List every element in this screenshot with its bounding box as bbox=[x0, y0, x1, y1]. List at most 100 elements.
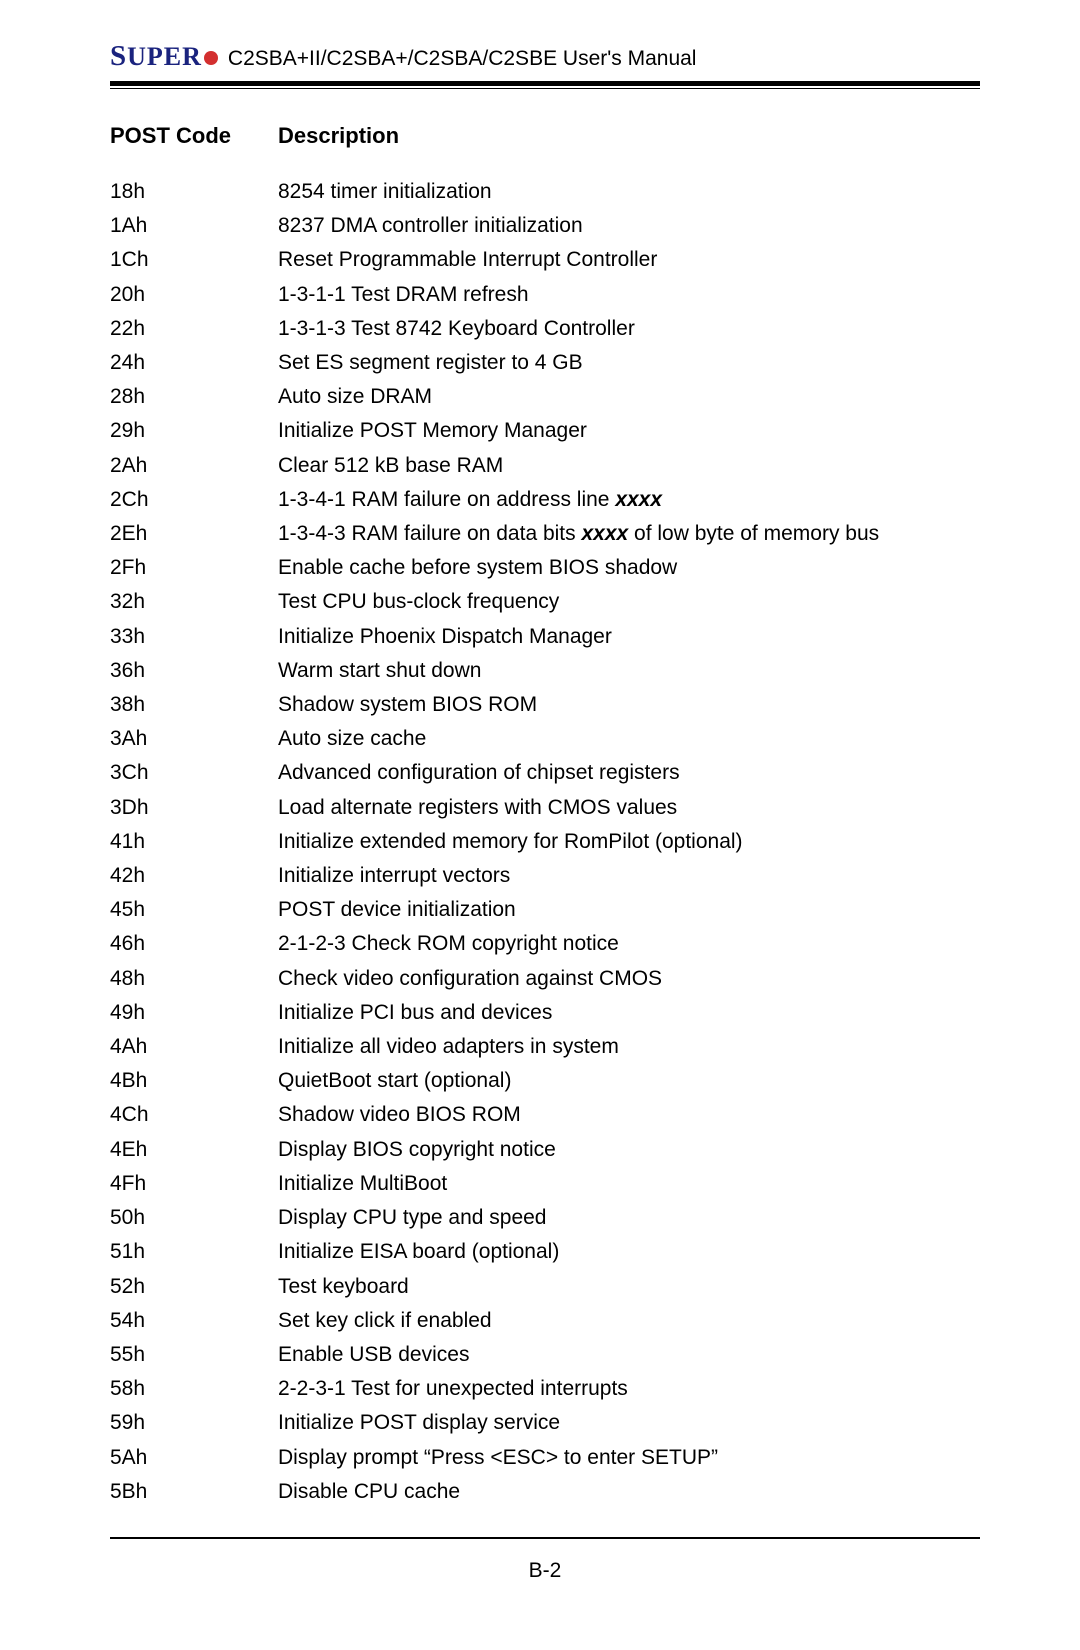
page-number: B-2 bbox=[110, 1559, 980, 1583]
post-code-cell: 2Eh bbox=[110, 517, 278, 551]
post-code-cell: 32h bbox=[110, 585, 278, 619]
xxxx-placeholder: xxxx bbox=[615, 488, 662, 511]
description-cell: Shadow video BIOS ROM bbox=[278, 1098, 980, 1132]
description-cell: Auto size cache bbox=[278, 722, 980, 756]
description-cell: 2-1-2-3 Check ROM copyright notice bbox=[278, 927, 980, 961]
description-cell: Warm start shut down bbox=[278, 654, 980, 688]
description-cell: Display BIOS copyright notice bbox=[278, 1133, 980, 1167]
table-row: 32hTest CPU bus-clock frequency bbox=[110, 585, 980, 619]
post-code-cell: 1Ah bbox=[110, 209, 278, 243]
description-cell: Enable USB devices bbox=[278, 1338, 980, 1372]
post-code-cell: 3Ah bbox=[110, 722, 278, 756]
table-row: 28hAuto size DRAM bbox=[110, 380, 980, 414]
description-cell: QuietBoot start (optional) bbox=[278, 1064, 980, 1098]
table-row: 41hInitialize extended memory for RomPil… bbox=[110, 825, 980, 859]
post-code-cell: 52h bbox=[110, 1270, 278, 1304]
post-code-cell: 55h bbox=[110, 1338, 278, 1372]
column-header-code: POST Code bbox=[110, 123, 278, 149]
table-row: 5AhDisplay prompt “Press <ESC> to enter … bbox=[110, 1441, 980, 1475]
table-row: 2Eh1-3-4-3 RAM failure on data bits xxxx… bbox=[110, 517, 980, 551]
post-code-cell: 4Eh bbox=[110, 1133, 278, 1167]
table-row: 2Ch1-3-4-1 RAM failure on address line x… bbox=[110, 483, 980, 517]
description-cell: Initialize Phoenix Dispatch Manager bbox=[278, 620, 980, 654]
post-code-table-body: 18h8254 timer initialization1Ah8237 DMA … bbox=[110, 175, 980, 1509]
description-cell: Display CPU type and speed bbox=[278, 1201, 980, 1235]
table-row: 1Ah8237 DMA controller initialization bbox=[110, 209, 980, 243]
table-row: 49hInitialize PCI bus and devices bbox=[110, 996, 980, 1030]
description-cell: Display prompt “Press <ESC> to enter SET… bbox=[278, 1441, 980, 1475]
post-code-cell: 18h bbox=[110, 175, 278, 209]
description-cell: Auto size DRAM bbox=[278, 380, 980, 414]
description-cell: Disable CPU cache bbox=[278, 1475, 980, 1509]
post-code-cell: 3Ch bbox=[110, 756, 278, 790]
description-cell: Initialize POST display service bbox=[278, 1406, 980, 1440]
post-code-cell: 2Fh bbox=[110, 551, 278, 585]
description-cell: 8254 timer initialization bbox=[278, 175, 980, 209]
post-code-cell: 51h bbox=[110, 1235, 278, 1269]
footer-rule bbox=[110, 1537, 980, 1539]
description-cell: Test CPU bus-clock frequency bbox=[278, 585, 980, 619]
table-row: 33hInitialize Phoenix Dispatch Manager bbox=[110, 620, 980, 654]
column-header-desc: Description bbox=[278, 123, 980, 149]
table-row: 4ChShadow video BIOS ROM bbox=[110, 1098, 980, 1132]
post-code-cell: 4Bh bbox=[110, 1064, 278, 1098]
table-row: 2FhEnable cache before system BIOS shado… bbox=[110, 551, 980, 585]
description-cell: Set ES segment register to 4 GB bbox=[278, 346, 980, 380]
post-code-cell: 49h bbox=[110, 996, 278, 1030]
post-code-cell: 4Fh bbox=[110, 1167, 278, 1201]
table-row: 4FhInitialize MultiBoot bbox=[110, 1167, 980, 1201]
description-cell: Reset Programmable Interrupt Controller bbox=[278, 243, 980, 277]
table-row: 4BhQuietBoot start (optional) bbox=[110, 1064, 980, 1098]
description-cell: Initialize interrupt vectors bbox=[278, 859, 980, 893]
post-code-cell: 42h bbox=[110, 859, 278, 893]
table-row: 50hDisplay CPU type and speed bbox=[110, 1201, 980, 1235]
description-cell: 2-2-3-1 Test for unexpected interrupts bbox=[278, 1372, 980, 1406]
post-code-cell: 33h bbox=[110, 620, 278, 654]
table-row: 38hShadow system BIOS ROM bbox=[110, 688, 980, 722]
table-row: 3DhLoad alternate registers with CMOS va… bbox=[110, 791, 980, 825]
post-code-cell: 24h bbox=[110, 346, 278, 380]
post-code-cell: 59h bbox=[110, 1406, 278, 1440]
table-row: 52hTest keyboard bbox=[110, 1270, 980, 1304]
post-code-cell: 45h bbox=[110, 893, 278, 927]
table-row: 5BhDisable CPU cache bbox=[110, 1475, 980, 1509]
description-cell: 1-3-4-1 RAM failure on address line xxxx bbox=[278, 483, 980, 517]
table-row: 3ChAdvanced configuration of chipset reg… bbox=[110, 756, 980, 790]
post-code-cell: 58h bbox=[110, 1372, 278, 1406]
description-cell: 1-3-1-1 Test DRAM refresh bbox=[278, 278, 980, 312]
table-row: 1ChReset Programmable Interrupt Controll… bbox=[110, 243, 980, 277]
description-cell: POST device initialization bbox=[278, 893, 980, 927]
brand-logo: SUPER bbox=[110, 40, 218, 73]
post-code-cell: 2Ah bbox=[110, 449, 278, 483]
table-row: 36hWarm start shut down bbox=[110, 654, 980, 688]
post-code-cell: 2Ch bbox=[110, 483, 278, 517]
table-row: 54hSet key click if enabled bbox=[110, 1304, 980, 1338]
description-cell: Initialize PCI bus and devices bbox=[278, 996, 980, 1030]
table-row: 46h2-1-2-3 Check ROM copyright notice bbox=[110, 927, 980, 961]
post-code-cell: 38h bbox=[110, 688, 278, 722]
table-row: 2AhClear 512 kB base RAM bbox=[110, 449, 980, 483]
table-row: 58h2-2-3-1 Test for unexpected interrupt… bbox=[110, 1372, 980, 1406]
description-cell: Check video configuration against CMOS bbox=[278, 962, 980, 996]
table-row: 29hInitialize POST Memory Manager bbox=[110, 414, 980, 448]
description-cell: Load alternate registers with CMOS value… bbox=[278, 791, 980, 825]
post-code-cell: 20h bbox=[110, 278, 278, 312]
desc-text: of low byte of memory bus bbox=[628, 522, 879, 545]
post-code-cell: 4Ah bbox=[110, 1030, 278, 1064]
table-row: 45hPOST device initialization bbox=[110, 893, 980, 927]
table-row: 24hSet ES segment register to 4 GB bbox=[110, 346, 980, 380]
post-code-cell: 46h bbox=[110, 927, 278, 961]
description-cell: Initialize EISA board (optional) bbox=[278, 1235, 980, 1269]
post-code-cell: 4Ch bbox=[110, 1098, 278, 1132]
description-cell: 1-3-1-3 Test 8742 Keyboard Controller bbox=[278, 312, 980, 346]
header-rule-thin bbox=[110, 88, 980, 89]
post-code-cell: 54h bbox=[110, 1304, 278, 1338]
table-row: 4EhDisplay BIOS copyright notice bbox=[110, 1133, 980, 1167]
table-row: 48hCheck video configuration against CMO… bbox=[110, 962, 980, 996]
table-header-row: POST Code Description bbox=[110, 123, 980, 149]
table-row: 18h8254 timer initialization bbox=[110, 175, 980, 209]
description-cell: Clear 512 kB base RAM bbox=[278, 449, 980, 483]
post-code-cell: 28h bbox=[110, 380, 278, 414]
description-cell: Shadow system BIOS ROM bbox=[278, 688, 980, 722]
table-row: 3AhAuto size cache bbox=[110, 722, 980, 756]
